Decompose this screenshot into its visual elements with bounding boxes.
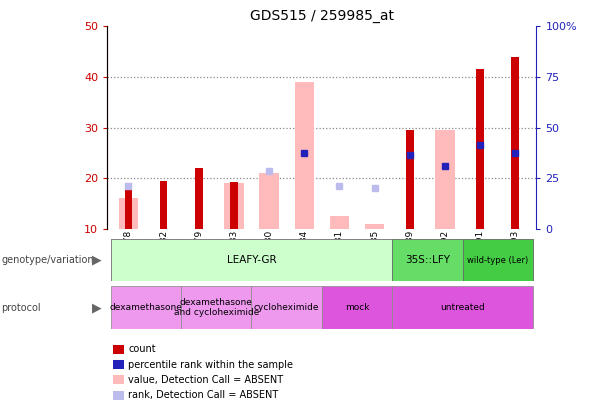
Text: rank, Detection Call = ABSENT: rank, Detection Call = ABSENT — [128, 390, 278, 400]
Bar — [330, 216, 349, 229]
Bar — [124, 183, 132, 229]
FancyBboxPatch shape — [251, 239, 287, 281]
Text: count: count — [128, 344, 156, 354]
Text: value, Detection Call = ABSENT: value, Detection Call = ABSENT — [128, 375, 283, 385]
FancyBboxPatch shape — [463, 239, 533, 281]
Bar — [511, 57, 519, 229]
Text: untreated: untreated — [440, 303, 485, 312]
FancyBboxPatch shape — [251, 286, 322, 329]
FancyBboxPatch shape — [392, 239, 427, 281]
Bar — [119, 198, 138, 229]
Text: dexamethasone: dexamethasone — [110, 303, 183, 312]
FancyBboxPatch shape — [427, 239, 463, 281]
Text: wild-type (Ler): wild-type (Ler) — [467, 256, 528, 265]
FancyBboxPatch shape — [357, 239, 392, 281]
FancyBboxPatch shape — [181, 239, 216, 281]
FancyBboxPatch shape — [322, 239, 357, 281]
Text: ▶: ▶ — [91, 254, 101, 267]
FancyBboxPatch shape — [392, 286, 533, 329]
Bar — [224, 183, 243, 229]
Bar — [476, 69, 484, 229]
Bar — [230, 182, 238, 229]
Bar — [435, 130, 455, 229]
FancyBboxPatch shape — [322, 286, 392, 329]
Text: dexamethasone
and cycloheximide: dexamethasone and cycloheximide — [173, 298, 259, 317]
Text: percentile rank within the sample: percentile rank within the sample — [128, 360, 293, 369]
Bar — [406, 130, 414, 229]
FancyBboxPatch shape — [111, 286, 181, 329]
FancyBboxPatch shape — [463, 239, 498, 281]
Bar — [365, 224, 384, 229]
FancyBboxPatch shape — [392, 239, 463, 281]
Bar — [159, 181, 167, 229]
Text: ▶: ▶ — [91, 301, 101, 314]
Text: 35S::LFY: 35S::LFY — [405, 255, 450, 265]
Text: mock: mock — [345, 303, 369, 312]
Bar — [259, 173, 279, 229]
Text: genotype/variation: genotype/variation — [1, 255, 94, 265]
FancyBboxPatch shape — [216, 239, 251, 281]
Title: GDS515 / 259985_at: GDS515 / 259985_at — [250, 9, 394, 23]
FancyBboxPatch shape — [146, 239, 181, 281]
FancyBboxPatch shape — [111, 239, 392, 281]
FancyBboxPatch shape — [111, 239, 146, 281]
FancyBboxPatch shape — [498, 239, 533, 281]
Text: protocol: protocol — [1, 303, 41, 313]
Bar — [195, 168, 202, 229]
FancyBboxPatch shape — [287, 239, 322, 281]
Text: LEAFY-GR: LEAFY-GR — [227, 255, 276, 265]
Bar — [295, 82, 314, 229]
Text: cycloheximide: cycloheximide — [254, 303, 319, 312]
FancyBboxPatch shape — [181, 286, 251, 329]
